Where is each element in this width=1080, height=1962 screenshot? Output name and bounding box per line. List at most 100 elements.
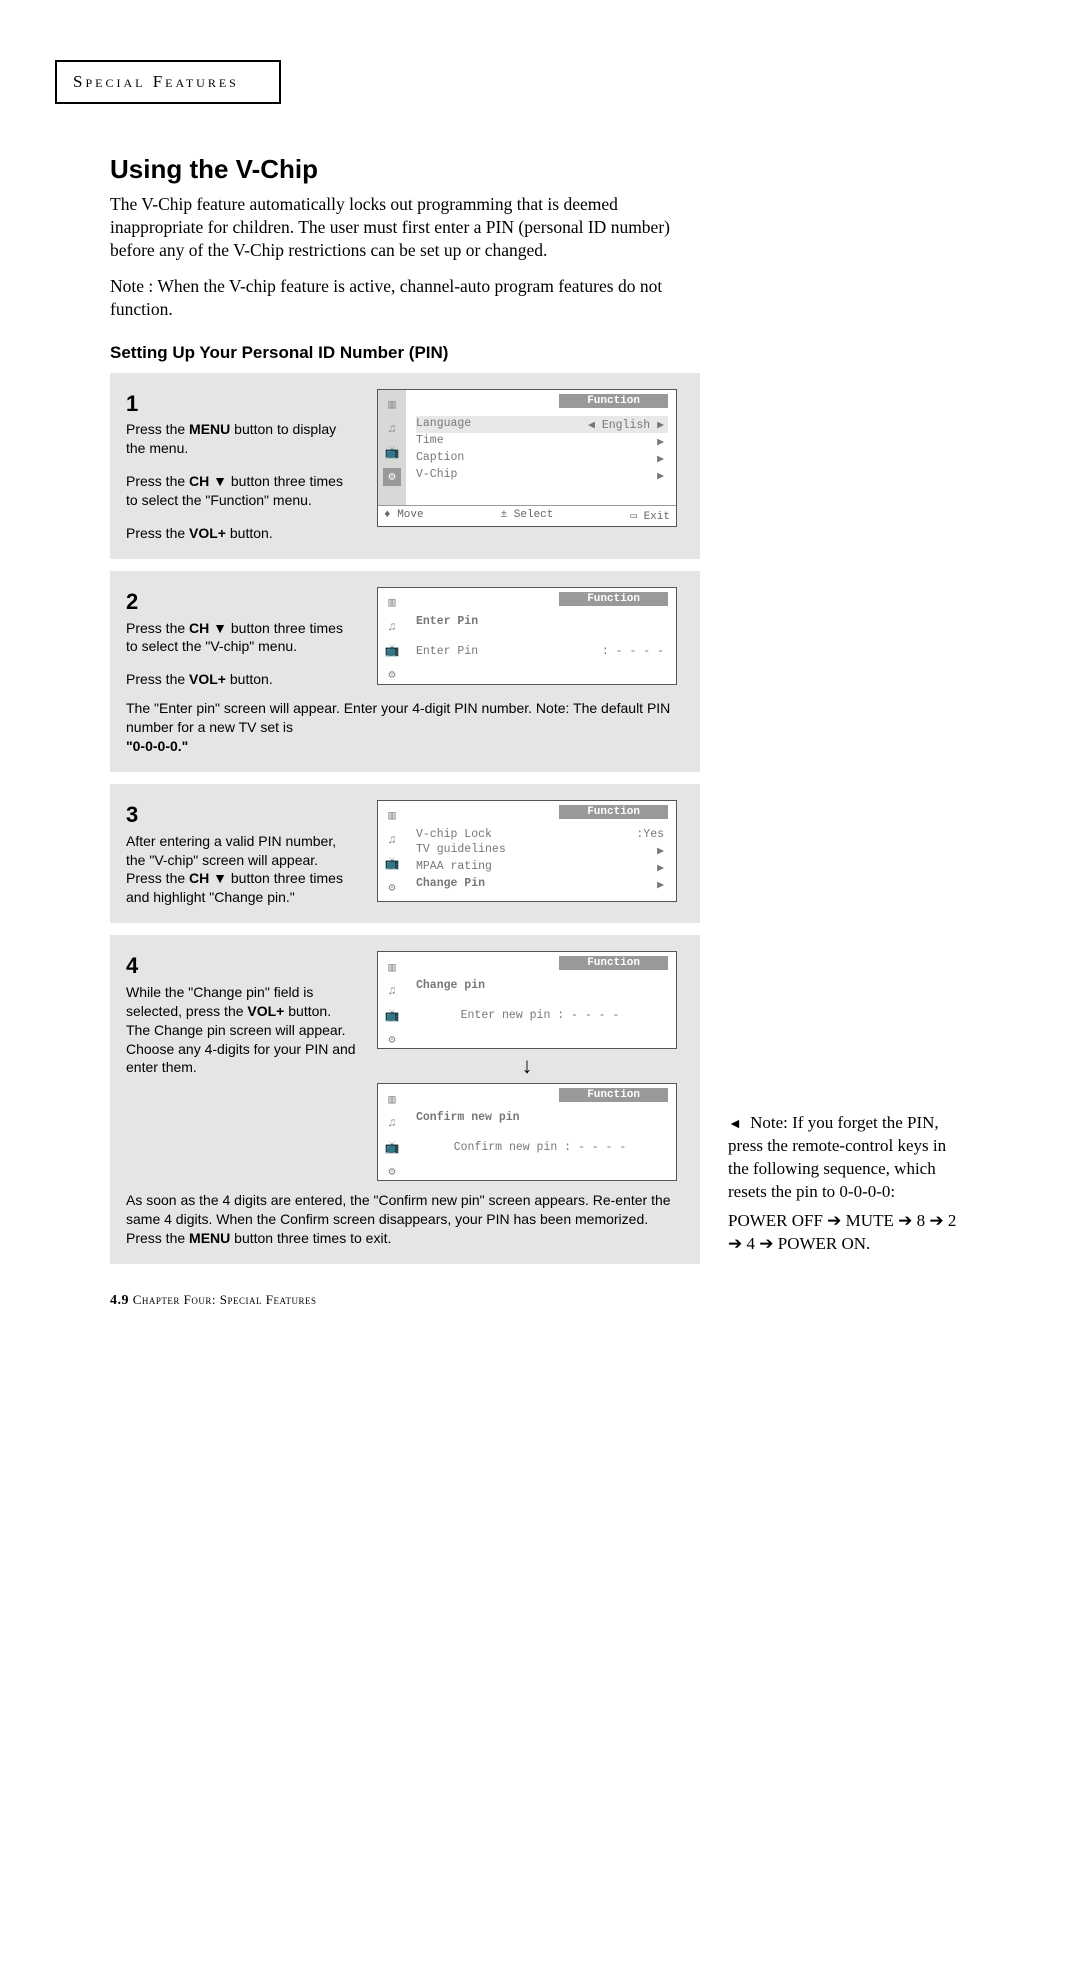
val: ▶ <box>657 451 664 466</box>
function-tab: Function <box>559 592 668 606</box>
step-3-text: 3 After entering a valid PIN number, the… <box>126 800 356 907</box>
menu-item: Change pin <box>416 978 668 993</box>
menu-label: MENU <box>189 1230 230 1246</box>
screen-sidebar: ▥ ♫ 📺 ⚙ <box>378 588 406 684</box>
screen-bottom-bar: ♦ Move ± Select ▭ Exit <box>378 505 676 526</box>
menu-item: Confirm new pin <box>416 1110 668 1125</box>
val: Confirm new pin : - - - - <box>454 1141 627 1154</box>
lbl: TV guidelines <box>416 843 506 858</box>
menu-label: MENU <box>189 421 230 437</box>
gear-icon: ⚙ <box>383 1030 401 1048</box>
ch-down-label: CH ▼ <box>189 870 227 886</box>
t: Press the <box>126 525 189 541</box>
screen-sidebar: ▥ ♫ 📺 ⚙ <box>378 801 406 901</box>
menu-list: Language◀ English ▶ Time▶ Caption▶ V-Chi… <box>416 416 668 484</box>
exit-label: ▭ Exit <box>630 509 670 523</box>
t: Press the <box>126 473 189 489</box>
note-paragraph: Note : When the V-chip feature is active… <box>110 275 700 321</box>
t: button three times to exit. <box>230 1230 391 1246</box>
val: Enter new pin : - - - - <box>461 1009 620 1022</box>
bars-icon: ▥ <box>383 1090 401 1108</box>
menu-item: Confirm new pin : - - - - <box>416 1140 668 1155</box>
step-4: 4 While the "Change pin" field is select… <box>110 935 700 1264</box>
intro-paragraph: The V-Chip feature automatically locks o… <box>110 193 700 261</box>
left-column: Using the V-Chip The V-Chip feature auto… <box>110 154 700 1309</box>
menu-item: Enter Pin <box>416 614 668 629</box>
ch-down-label: CH ▼ <box>189 473 227 489</box>
header-box: Special Features <box>55 60 281 104</box>
menu-item: Enter Pin : - - - - <box>416 644 668 659</box>
lbl: Confirm new pin <box>416 1111 520 1124</box>
t: The "Enter pin" screen will appear. Ente… <box>126 700 670 735</box>
menu-item: Caption ▶ <box>416 450 668 467</box>
step-2-number: 2 <box>126 587 356 617</box>
step-3-screen: ▥ ♫ 📺 ⚙ Function V-chip Lock:Yes T <box>377 800 677 902</box>
t: Press the <box>126 421 189 437</box>
t: As soon as the 4 digits are entered, the… <box>126 1192 671 1227</box>
step-1-text: 1 Press the MENU button to display the m… <box>126 389 356 543</box>
lbl: V-Chip <box>416 468 457 483</box>
lbl: Enter Pin <box>416 645 478 658</box>
t: button. <box>226 671 273 687</box>
menu-item: Change Pin ▶ <box>416 876 668 893</box>
music-icon: ♫ <box>383 618 401 636</box>
step-2: 2 Press the CH ▼ button three times to s… <box>110 571 700 772</box>
step-4-number: 4 <box>126 951 356 981</box>
lbl: Enter Pin <box>416 615 478 628</box>
subheading: Setting Up Your Personal ID Number (PIN) <box>110 343 700 363</box>
function-tab: Function <box>559 1088 668 1102</box>
t: Press the <box>126 671 189 687</box>
menu-item: TV guidelines ▶ <box>416 842 668 859</box>
music-icon: ♫ <box>383 982 401 1000</box>
gear-icon: ⚙ <box>383 666 401 684</box>
step-4-after: As soon as the 4 digits are entered, the… <box>126 1191 684 1248</box>
step-4-text: 4 While the "Change pin" field is select… <box>126 951 356 1181</box>
bars-icon: ▥ <box>383 396 401 414</box>
function-tab: Function <box>559 805 668 819</box>
lbl: Caption <box>416 451 464 466</box>
menu-item: Time▶ <box>416 433 668 450</box>
val: ▶ <box>657 468 664 483</box>
tv-icon: 📺 <box>383 1138 401 1156</box>
spacer <box>416 1125 668 1140</box>
step-2-screen: ▥ ♫ 📺 ⚙ Function Enter Pin <box>377 587 677 685</box>
music-icon: ♫ <box>383 831 401 849</box>
chapter-label: Chapter Four: Special Features <box>129 1292 316 1307</box>
val: ▶ <box>657 877 664 892</box>
menu-item: Enter new pin : - - - - <box>416 1008 668 1023</box>
t: Press the <box>126 1230 189 1246</box>
main-row: Using the V-Chip The V-Chip feature auto… <box>110 154 970 1309</box>
reset-sequence: POWER OFF ➔ MUTE ➔ 8 ➔ 2 ➔ 4 ➔ POWER ON. <box>728 1210 970 1256</box>
gear-icon: ⚙ <box>383 468 401 486</box>
bars-icon: ▥ <box>383 807 401 825</box>
lbl: V-chip Lock <box>416 828 492 841</box>
page-title: Using the V-Chip <box>110 154 700 185</box>
step-1-number: 1 <box>126 389 356 419</box>
header-label: Special Features <box>73 72 239 91</box>
default-pin: "0-0-0-0." <box>126 738 188 754</box>
bars-icon: ▥ <box>383 958 401 976</box>
screen-sidebar: ▥ ♫ 📺 ⚙ <box>378 952 406 1048</box>
screen-sidebar: ▥ ♫ 📺 ⚙ <box>378 1084 406 1180</box>
screen-sidebar: ▥ ♫ 📺 ⚙ <box>378 390 406 505</box>
menu-item: V-Chip ▶ <box>416 467 668 484</box>
down-arrow-icon: ↓ <box>522 1053 533 1079</box>
lbl: MPAA rating <box>416 860 492 875</box>
step-4-screen-1: ▥ ♫ 📺 ⚙ Function Change pin <box>377 951 677 1049</box>
bars-icon: ▥ <box>383 594 401 612</box>
lbl: Change pin <box>416 979 485 992</box>
lbl: Change Pin <box>416 877 485 892</box>
val: : - - - - <box>602 645 664 658</box>
tv-icon: 📺 <box>383 642 401 660</box>
val: ▶ <box>657 843 664 858</box>
tv-icon: 📺 <box>383 1006 401 1024</box>
val: :Yes <box>636 828 664 841</box>
step-3: 3 After entering a valid PIN number, the… <box>110 784 700 923</box>
ch-down-label: CH ▼ <box>189 620 227 636</box>
page: Special Features Using the V-Chip The V-… <box>0 0 1080 1369</box>
tv-icon: 📺 <box>383 444 401 462</box>
step-2-after: The "Enter pin" screen will appear. Ente… <box>126 699 684 756</box>
spacer <box>416 993 668 1008</box>
step-4-screen-2: ▥ ♫ 📺 ⚙ Function Confirm new pin <box>377 1083 677 1181</box>
tv-icon: 📺 <box>383 855 401 873</box>
